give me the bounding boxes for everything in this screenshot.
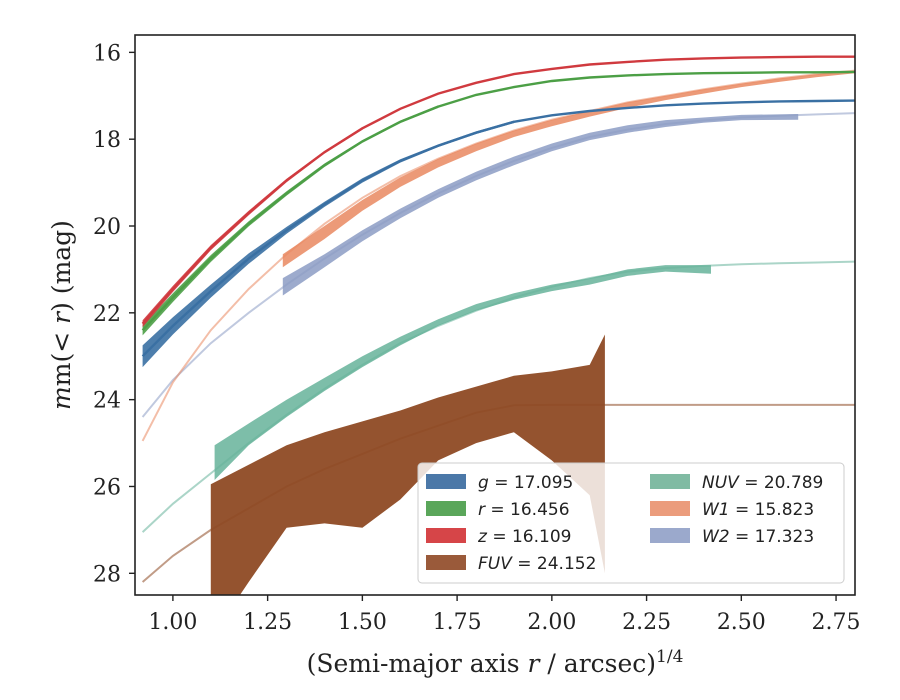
legend-label: NUV = 20.789 xyxy=(702,473,823,493)
legend-item-r: r = 16.456 xyxy=(426,500,570,520)
legend-swatch xyxy=(650,501,690,516)
series-W2 xyxy=(141,112,855,418)
y-tick-label: 16 xyxy=(93,41,121,66)
plot-area xyxy=(141,55,855,595)
legend-swatch xyxy=(426,555,466,570)
x-tick-label: 2.25 xyxy=(622,610,671,635)
legend-item-W1: W1 = 15.823 xyxy=(650,500,814,520)
legend-label: r = 16.456 xyxy=(478,500,570,520)
series-g-line xyxy=(141,99,855,358)
series-FUV xyxy=(141,334,855,595)
x-tick-label: 1.50 xyxy=(338,610,387,635)
x-tick-label: 2.50 xyxy=(717,610,766,635)
series-W2-band xyxy=(282,114,799,296)
legend-label: W1 = 15.823 xyxy=(702,500,814,520)
series-g xyxy=(141,99,855,368)
x-tick-label: 1.75 xyxy=(433,610,482,635)
legend-label: FUV = 24.152 xyxy=(478,554,596,574)
legend-item-z: z = 16.109 xyxy=(426,527,571,547)
y-tick-label: 18 xyxy=(93,128,121,153)
legend: g = 17.095 r = 16.456 z = 16.109 FUV = 24.1… xyxy=(417,462,845,584)
plot-frame xyxy=(134,34,856,596)
series-NUV xyxy=(141,260,855,533)
series-z-line xyxy=(141,55,855,325)
x-tick-label: 1.25 xyxy=(243,610,292,635)
axes: 1.00 1.25 1.50 1.75 2.00 2.25 2.50 2.75 16 18 20 22… xyxy=(93,41,861,635)
y-tick-label: 26 xyxy=(93,475,121,500)
series-z xyxy=(141,55,855,328)
legend-swatch xyxy=(426,528,466,543)
legend-swatch xyxy=(650,474,690,489)
series-W1 xyxy=(141,69,855,442)
y-tick-label: 22 xyxy=(93,302,121,327)
series-r-line xyxy=(141,70,855,332)
legend-item-NUV: NUV = 20.789 xyxy=(650,473,823,493)
y-tick-label: 24 xyxy=(93,389,121,414)
x-tick-label: 1.00 xyxy=(148,610,197,635)
legend-item-FUV: FUV = 24.152 xyxy=(426,554,596,574)
x-tick-label: 2.00 xyxy=(527,610,576,635)
legend-swatch xyxy=(426,501,466,516)
legend-item-g: g = 17.095 xyxy=(426,473,573,493)
series-r xyxy=(141,70,855,336)
x-axis-title: (Semi-major axis r / arcsec)1/4 xyxy=(307,647,684,678)
x-tick-label: 2.75 xyxy=(812,610,861,635)
y-tick-label: 28 xyxy=(93,562,121,587)
legend-label: W2 = 17.323 xyxy=(702,527,814,547)
legend-label: z = 16.109 xyxy=(477,527,571,547)
legend-box xyxy=(417,462,845,584)
y-tick-label: 20 xyxy=(93,215,121,240)
legend-label: g = 17.095 xyxy=(478,473,573,493)
legend-swatch xyxy=(426,474,466,489)
legend-item-W2: W2 = 17.323 xyxy=(650,527,814,547)
legend-swatch xyxy=(650,528,690,543)
series-FUV-band xyxy=(210,334,605,595)
y-axis-title: mm(< r) (mag) xyxy=(47,220,76,410)
